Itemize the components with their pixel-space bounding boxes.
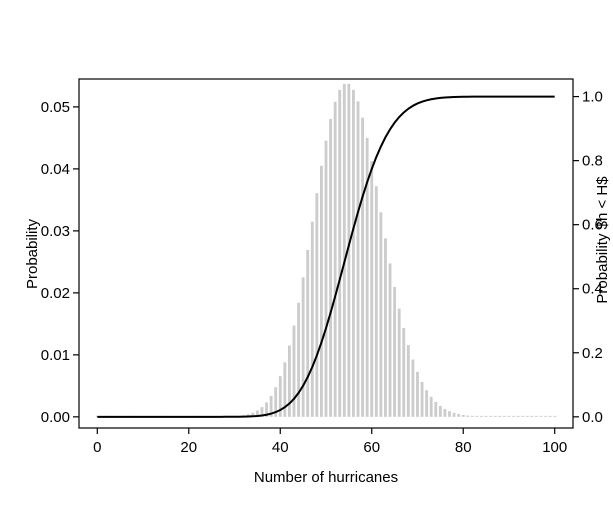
tick-label: 0.4 [582, 281, 603, 298]
bar [498, 415, 502, 417]
bar [438, 405, 442, 417]
bar [269, 395, 273, 417]
bar [324, 140, 328, 417]
bar [530, 415, 534, 417]
bar [274, 387, 278, 417]
tick-label: 0.8 [582, 153, 603, 170]
bar [95, 415, 99, 417]
bar [333, 101, 337, 417]
bar [287, 345, 291, 417]
bar [544, 415, 547, 417]
plot-frame [78, 78, 574, 429]
x-axis-label: Number of hurricanes [254, 469, 398, 486]
tick-label: 20 [180, 439, 197, 456]
bar [420, 381, 424, 417]
tick-label: 1.0 [582, 89, 603, 106]
bar [384, 238, 387, 417]
bar [329, 119, 332, 417]
bar [416, 371, 419, 417]
bar [278, 376, 282, 417]
bar [356, 101, 360, 417]
bar [475, 415, 479, 417]
bar [521, 415, 525, 417]
bar [480, 415, 483, 417]
bar [461, 414, 465, 417]
bar [539, 415, 543, 417]
bar [448, 411, 451, 417]
bar [548, 415, 552, 417]
bar [466, 415, 470, 417]
bar [484, 415, 488, 417]
bar [516, 415, 520, 417]
tick-label: 80 [455, 439, 472, 456]
bar [512, 415, 515, 417]
bar [310, 221, 314, 417]
tick-label: 0.02 [41, 285, 70, 302]
tick-label: 0.6 [582, 217, 603, 234]
bar [251, 412, 255, 417]
bar [452, 412, 456, 417]
tick-label: 0.0 [582, 409, 603, 426]
bar [265, 402, 268, 417]
tick-label: 40 [272, 439, 289, 456]
bar [553, 415, 557, 417]
cdf-line [97, 95, 555, 418]
tick-label: 0.00 [41, 409, 70, 426]
bar [352, 89, 355, 417]
bar [393, 287, 397, 417]
bar [374, 186, 378, 417]
bar [502, 415, 506, 417]
bar [470, 415, 474, 417]
tick-label: 0.01 [41, 347, 70, 364]
bar [402, 328, 406, 417]
bar [315, 193, 319, 417]
y2-axis-ticks: 0.0 0.2 0.4 0.6 0.8 1.0 [573, 89, 603, 426]
bar [370, 161, 374, 417]
bar [429, 396, 433, 417]
bar [406, 345, 410, 417]
bar [338, 89, 342, 417]
bar [301, 277, 305, 417]
tick-label: 0.03 [41, 223, 70, 240]
bar [493, 415, 497, 417]
x-axis-ticks: 0 20 40 60 80 100 [93, 428, 567, 456]
tick-label: 0.2 [582, 345, 603, 362]
bar [434, 401, 438, 417]
bar-series [95, 83, 557, 417]
bar [306, 250, 310, 417]
bar [534, 415, 538, 417]
bar [292, 325, 296, 417]
bar [443, 408, 447, 417]
bar [397, 308, 401, 417]
bar [507, 415, 511, 417]
bar [388, 263, 392, 417]
y2-axis-label: Probability $h < H$ [594, 176, 611, 304]
tick-label: 0 [93, 439, 101, 456]
tick-label: 100 [542, 439, 567, 456]
bar [260, 407, 264, 417]
bar [320, 165, 323, 417]
bar [425, 390, 429, 417]
bar [347, 83, 351, 417]
bar [361, 117, 365, 417]
tick-label: 60 [363, 439, 380, 456]
bar [379, 212, 383, 417]
bar [297, 302, 300, 417]
tick-label: 0.04 [41, 161, 70, 178]
bar [525, 415, 529, 417]
tick-label: 0.05 [41, 99, 70, 116]
bar [283, 362, 287, 417]
bar [411, 359, 415, 417]
bar [457, 414, 461, 417]
bar [489, 415, 493, 417]
bar [365, 137, 369, 417]
bar [255, 410, 259, 417]
y-axis-label: Probability [24, 218, 41, 289]
bar [342, 83, 346, 417]
y-axis-ticks: 0.00 0.01 0.02 0.03 0.04 0.05 [41, 99, 79, 426]
